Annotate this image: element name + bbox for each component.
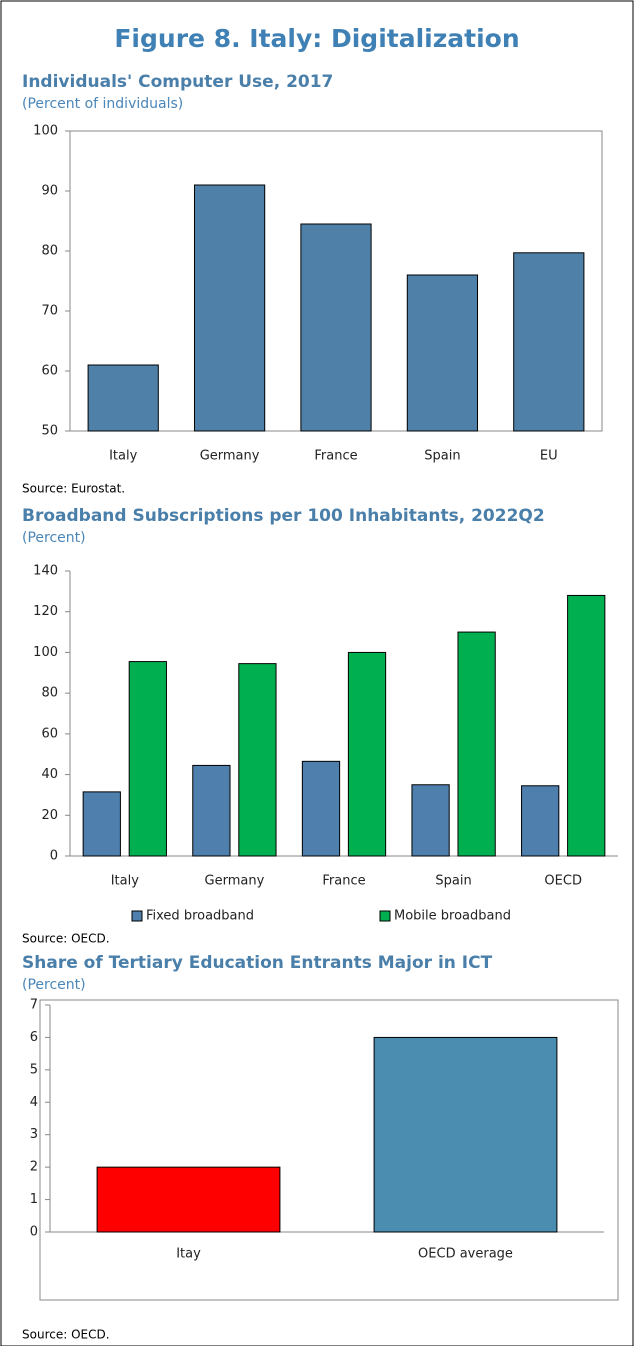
legend-label: Fixed broadband (146, 909, 254, 924)
source: Source: OECD. (22, 932, 110, 946)
bar (521, 785, 560, 857)
y-tick-label: 50 (41, 424, 58, 439)
y-tick-label: 2 (30, 1160, 38, 1175)
y-tick-label: 60 (41, 364, 58, 379)
y-tick-label: 0 (50, 849, 58, 864)
chart-title: Broadband Subscriptions per 100 Inhabita… (22, 506, 545, 526)
figure-title: Figure 8. Italy: Digitalization (114, 24, 519, 53)
y-tick-label: 60 (41, 726, 58, 741)
source: Source: Eurostat. (22, 482, 125, 496)
x-tick-label: OECD average (418, 1247, 513, 1262)
y-tick-label: 120 (33, 604, 58, 619)
x-tick-label: France (314, 449, 357, 464)
bar (87, 364, 159, 432)
x-tick-label: EU (540, 449, 558, 464)
x-tick-label: Itay (176, 1247, 201, 1262)
bar (193, 184, 266, 432)
bar (96, 1166, 281, 1233)
x-tick-label: Italy (111, 874, 140, 889)
bar (347, 651, 387, 857)
bar (406, 274, 479, 432)
bar (82, 791, 121, 857)
x-tick-label: Spain (435, 874, 471, 889)
y-tick-label: 100 (33, 124, 58, 139)
bar (301, 760, 341, 857)
x-tick-label: Spain (424, 449, 460, 464)
x-tick-label: Italy (109, 449, 138, 464)
bar (457, 631, 496, 857)
y-tick-label: 4 (30, 1095, 38, 1110)
chart-title: Share of Tertiary Education Entrants Maj… (22, 953, 493, 973)
y-tick-label: 5 (30, 1062, 38, 1077)
y-tick-label: 40 (41, 767, 58, 782)
chart-title: Individuals' Computer Use, 2017 (22, 72, 333, 92)
y-tick-label: 7 (30, 998, 38, 1013)
y-tick-label: 1 (30, 1192, 38, 1207)
y-tick-label: 70 (41, 304, 58, 319)
source: Source: OECD. (22, 1328, 110, 1342)
bar (373, 1036, 558, 1233)
bar (192, 764, 231, 857)
y-tick-label: 80 (41, 244, 58, 259)
y-tick-label: 140 (33, 564, 58, 579)
chart-subtitle: (Percent of individuals) (22, 96, 183, 112)
x-tick-label: France (322, 874, 365, 889)
bar (411, 784, 450, 857)
y-tick-label: 90 (41, 184, 58, 199)
chart-subtitle: (Percent) (22, 977, 86, 993)
y-tick-label: 100 (33, 645, 58, 660)
y-tick-label: 6 (30, 1030, 38, 1045)
legend-label: Mobile broadband (394, 909, 511, 924)
chart-subtitle: (Percent) (22, 530, 86, 546)
y-tick-label: 3 (30, 1127, 38, 1142)
bar (238, 663, 277, 857)
x-tick-label: OECD (544, 874, 582, 889)
bar (300, 223, 372, 432)
legend-swatch (379, 910, 391, 922)
y-tick-label: 80 (41, 686, 58, 701)
bar (513, 252, 585, 432)
x-tick-label: Germany (205, 874, 265, 889)
legend-swatch (131, 910, 143, 922)
y-tick-label: 0 (30, 1225, 38, 1240)
bar (128, 661, 167, 857)
x-tick-label: Germany (200, 449, 260, 464)
bar (567, 594, 606, 857)
y-tick-label: 20 (41, 808, 58, 823)
plot-frame (39, 999, 619, 1301)
